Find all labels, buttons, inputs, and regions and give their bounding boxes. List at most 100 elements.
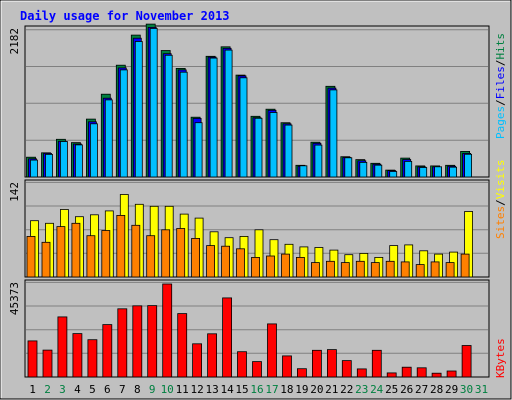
visits-bar-sites-1 [26, 235, 36, 278]
legend-entry-hits: Hits [494, 33, 507, 60]
legend-entry-kbytes: KBytes [494, 338, 507, 378]
visits-bar-sites-14 [221, 245, 231, 278]
kbytes-bar-kbytes-2 [42, 349, 53, 378]
usage-bar-pages-11 [179, 71, 188, 178]
x-tick-label-5: 5 [89, 383, 96, 396]
usage-bar-pages-28 [434, 166, 443, 178]
visits-bar-sites-4 [71, 222, 81, 278]
visits-bar-sites-8 [131, 224, 141, 278]
kbytes-bar-kbytes-29 [446, 370, 457, 378]
kbytes-bar-kbytes-21 [326, 349, 337, 378]
legend-entry-sites: Sites [494, 206, 507, 239]
chart-title: Daily usage for November 2013 [20, 9, 230, 23]
visits-bar-sites-15 [236, 248, 245, 278]
x-tick-label-11: 11 [176, 383, 189, 396]
x-tick-label-1: 1 [29, 383, 36, 396]
usage-bar-pages-6 [104, 99, 113, 178]
visits-bar-sites-12 [191, 237, 201, 278]
visits-legend: Sites/Visits [494, 160, 507, 240]
kbytes-bar-kbytes-5 [87, 339, 98, 378]
x-tick-label-17: 17 [265, 383, 278, 396]
usage-bar-pages-30 [464, 153, 473, 178]
usage-bar-pages-24 [374, 164, 383, 178]
kbytes-bar-kbytes-3 [57, 316, 68, 378]
usage-bar-pages-22 [344, 157, 353, 178]
x-tick-label-3: 3 [59, 383, 66, 396]
usage-bar-pages-29 [449, 166, 458, 178]
usage-bar-pages-9 [149, 28, 158, 178]
legend-entry-files: Files [494, 66, 507, 99]
x-tick-label-22: 22 [340, 383, 353, 396]
visits-bar-sites-30 [460, 253, 470, 278]
usage-bar-pages-3 [60, 141, 68, 178]
kbytes-bar-kbytes-27 [416, 367, 427, 378]
kbytes-bar-kbytes-14 [222, 297, 233, 378]
x-tick-label-24: 24 [370, 383, 384, 396]
visits-bar-sites-17 [266, 255, 275, 278]
usage-bar-pages-20 [314, 144, 323, 178]
usage-bar-pages-23 [359, 161, 368, 178]
x-tick-label-16: 16 [250, 383, 263, 396]
kbytes-bar-kbytes-26 [401, 366, 412, 378]
usage-bar-pages-16 [254, 117, 263, 178]
kbytes-bar-kbytes-4 [72, 333, 83, 378]
visits-bar-sites-28 [430, 261, 440, 278]
x-tick-label-8: 8 [134, 383, 141, 396]
kbytes-bar-kbytes-9 [147, 305, 158, 378]
visits-bar-sites-24 [370, 262, 380, 278]
usage-bar-pages-4 [75, 144, 83, 178]
kbytes-plot-area [24, 279, 490, 378]
x-tick-label-21: 21 [325, 383, 338, 396]
kbytes-bar-kbytes-22 [341, 360, 352, 378]
usage-bar-pages-27 [419, 167, 428, 178]
x-tick-label-23: 23 [355, 383, 368, 396]
kbytes-bar-kbytes-25 [386, 372, 397, 378]
usage-bar-pages-13 [209, 57, 218, 178]
kbytes-bar-kbytes-10 [162, 283, 173, 378]
kbytes-bar-kbytes-18 [282, 355, 292, 378]
visits-ymax-label: 142 [8, 182, 21, 202]
x-tick-label-15: 15 [235, 383, 248, 396]
kbytes-bar-kbytes-28 [431, 372, 442, 378]
usage-bar-pages-7 [119, 69, 128, 178]
visits-bar-sites-16 [251, 256, 260, 278]
usage-bar-pages-18 [284, 124, 293, 178]
legend-separator: / [494, 60, 507, 67]
visits-bar-sites-23 [355, 260, 365, 278]
usage-bar-pages-12 [194, 122, 203, 178]
visits-bar-sites-5 [86, 235, 96, 278]
usage-bar-pages-17 [269, 112, 278, 178]
usage-bar-pages-21 [329, 89, 338, 178]
legend-separator: / [494, 199, 507, 206]
visits-bar-sites-29 [445, 262, 455, 278]
kbytes-legend: KBytes [494, 338, 507, 378]
visits-bar-sites-10 [161, 229, 171, 278]
visits-bar-sites-18 [281, 253, 290, 278]
x-tick-label-20: 20 [310, 383, 323, 396]
visits-bar-sites-13 [206, 245, 216, 278]
x-tick-label-4: 4 [74, 383, 81, 396]
visits-bar-sites-9 [146, 235, 156, 278]
legend-separator: / [494, 99, 507, 106]
usage-bar-pages-8 [134, 41, 143, 178]
x-tick-label-28: 28 [430, 383, 443, 396]
x-tick-label-19: 19 [295, 383, 308, 396]
kbytes-ymax-label: 45373 [8, 282, 21, 315]
x-tick-label-25: 25 [385, 383, 398, 396]
usage-bar-pages-10 [164, 54, 173, 178]
kbytes-bar-kbytes-1 [27, 340, 38, 378]
visits-bar-sites-21 [325, 260, 335, 278]
x-axis-tick-labels: 1 2 3 4 5 6 7 8 9 10 11 12 13 14 15 16 17 18 19 20 21 22 23 24 2… [29, 383, 488, 396]
usage-ymax-label: 2182 [8, 28, 21, 55]
usage-bar-pages-1 [30, 159, 38, 178]
visits-bar-sites-11 [176, 228, 186, 278]
visits-bar-sites-6 [101, 230, 111, 278]
kbytes-bar-kbytes-17 [267, 323, 277, 378]
usage-bar-pages-25 [389, 171, 398, 178]
x-tick-label-26: 26 [400, 383, 413, 396]
x-tick-label-27: 27 [415, 383, 428, 396]
visits-bar-sites-22 [340, 262, 350, 278]
visits-bar-sites-25 [385, 260, 395, 278]
x-tick-label-30: 30 [460, 383, 473, 396]
